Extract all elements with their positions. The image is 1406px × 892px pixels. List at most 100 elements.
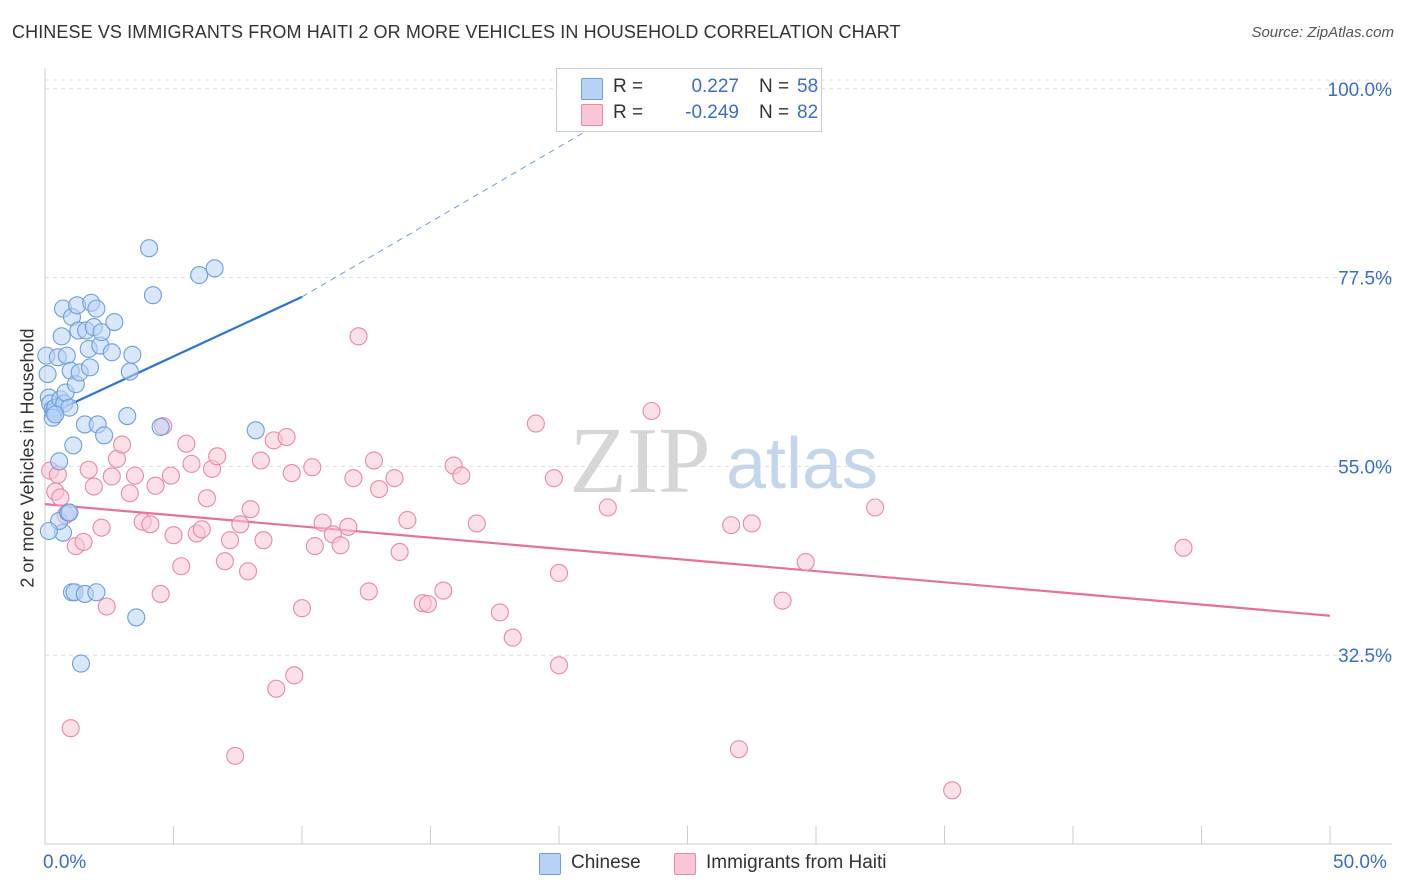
haiti-point [313, 513, 332, 532]
haiti-point [74, 532, 93, 551]
haiti-point [526, 414, 545, 433]
haiti-point [544, 469, 563, 488]
chinese-point [190, 266, 209, 285]
haiti-point [598, 498, 617, 517]
legend-label-chinese: Chinese [571, 852, 641, 873]
watermark-atlas: atlas [726, 424, 878, 504]
haiti-point [729, 740, 748, 759]
legend-n-value: 58 [797, 76, 819, 97]
haiti-point [215, 552, 234, 571]
haiti-point [503, 628, 522, 647]
axes [44, 68, 1392, 845]
haiti-point [151, 584, 170, 603]
haiti-point [773, 591, 792, 610]
haiti-point [943, 781, 962, 800]
haiti-point [208, 447, 227, 466]
haiti-point [359, 582, 378, 601]
haiti-point [303, 458, 322, 477]
chinese-point [60, 503, 79, 522]
haiti-point [84, 477, 103, 496]
haiti-point [125, 466, 144, 485]
haiti-point [161, 466, 180, 485]
chinese-point [127, 608, 146, 627]
trendline-chinese [44, 295, 303, 418]
haiti-point [390, 542, 409, 562]
chinese-point [64, 436, 83, 455]
chinese-point [57, 346, 76, 365]
haiti-point [349, 327, 368, 346]
haiti-point [866, 498, 885, 517]
haiti-point [172, 557, 191, 576]
legend-r-label: R = [613, 76, 644, 97]
haiti-point [197, 489, 216, 508]
haiti-point [282, 464, 301, 483]
haiti-point [226, 746, 245, 765]
chinese-point [118, 406, 137, 426]
y-tick-labels: 100.0% 77.5% 55.0% 32.5% [1328, 80, 1393, 667]
haiti-point [467, 514, 486, 533]
chinese-point [50, 452, 69, 471]
chinese-point [120, 362, 139, 381]
chinese-point [151, 417, 170, 437]
chinese-point [80, 358, 100, 377]
haiti-point [642, 401, 661, 421]
haiti-point [102, 467, 121, 486]
correlation-legend: R = 0.227 N = 58 R = -0.249 N = 82 [556, 68, 822, 132]
haiti-point [120, 484, 139, 503]
haiti-point [398, 511, 417, 530]
haiti-point [549, 563, 569, 583]
haiti-point [254, 531, 273, 550]
y-tick-label: 77.5% [1338, 269, 1392, 290]
haiti-point [742, 514, 761, 533]
y-tick-label: 55.0% [1338, 457, 1392, 478]
source-credit: Source: ZipAtlas.com [1251, 24, 1394, 41]
chinese-point [87, 583, 106, 602]
haiti-point [722, 516, 741, 535]
legend-n-value: 82 [797, 102, 819, 123]
haiti-point [285, 666, 304, 685]
haiti-point [267, 679, 286, 698]
haiti-point [92, 518, 111, 537]
legend-r-label: R = [613, 102, 644, 123]
haiti-point [141, 515, 160, 534]
y-tick-label: 32.5% [1338, 646, 1392, 667]
chinese-point [140, 239, 159, 258]
chinese-point [123, 345, 142, 364]
x-tick-label-min: 0.0% [43, 852, 87, 873]
legend-swatch-chinese [581, 78, 603, 100]
legend-swatch-haiti [581, 104, 603, 126]
legend-n-label: N = [759, 76, 790, 97]
haiti-point [292, 599, 312, 618]
haiti-point [251, 451, 270, 470]
haiti-point [305, 537, 324, 556]
haiti-point [331, 536, 350, 555]
watermark-zip: ZIP [570, 409, 711, 513]
trendline-extension-chinese [301, 71, 688, 298]
haiti-point [385, 469, 404, 488]
haiti-point [192, 520, 211, 539]
haiti-point [344, 469, 363, 488]
legend-label-haiti: Immigrants from Haiti [706, 852, 887, 873]
haiti-point [61, 719, 80, 738]
trendlines [44, 71, 1331, 617]
haiti-point [238, 562, 258, 581]
haiti-point [182, 454, 201, 473]
chart-title: CHINESE VS IMMIGRANTS FROM HAITI 2 OR MO… [12, 22, 901, 42]
haiti-point [796, 553, 815, 572]
chinese-point [46, 405, 65, 424]
points [37, 239, 1193, 800]
haiti-point [418, 594, 437, 614]
haiti-point [79, 460, 98, 479]
chinese-point [71, 654, 91, 673]
trendline-haiti [44, 503, 1331, 617]
y-axis-label: 2 or more Vehicles in Household [17, 328, 38, 588]
legend-swatch-haiti [674, 853, 696, 875]
haiti-point [452, 466, 471, 485]
chinese-point [92, 323, 111, 342]
chinese-point [95, 426, 114, 445]
haiti-point [370, 479, 389, 499]
haiti-point [364, 451, 384, 470]
haiti-point [146, 476, 165, 495]
haiti-point [549, 656, 569, 675]
